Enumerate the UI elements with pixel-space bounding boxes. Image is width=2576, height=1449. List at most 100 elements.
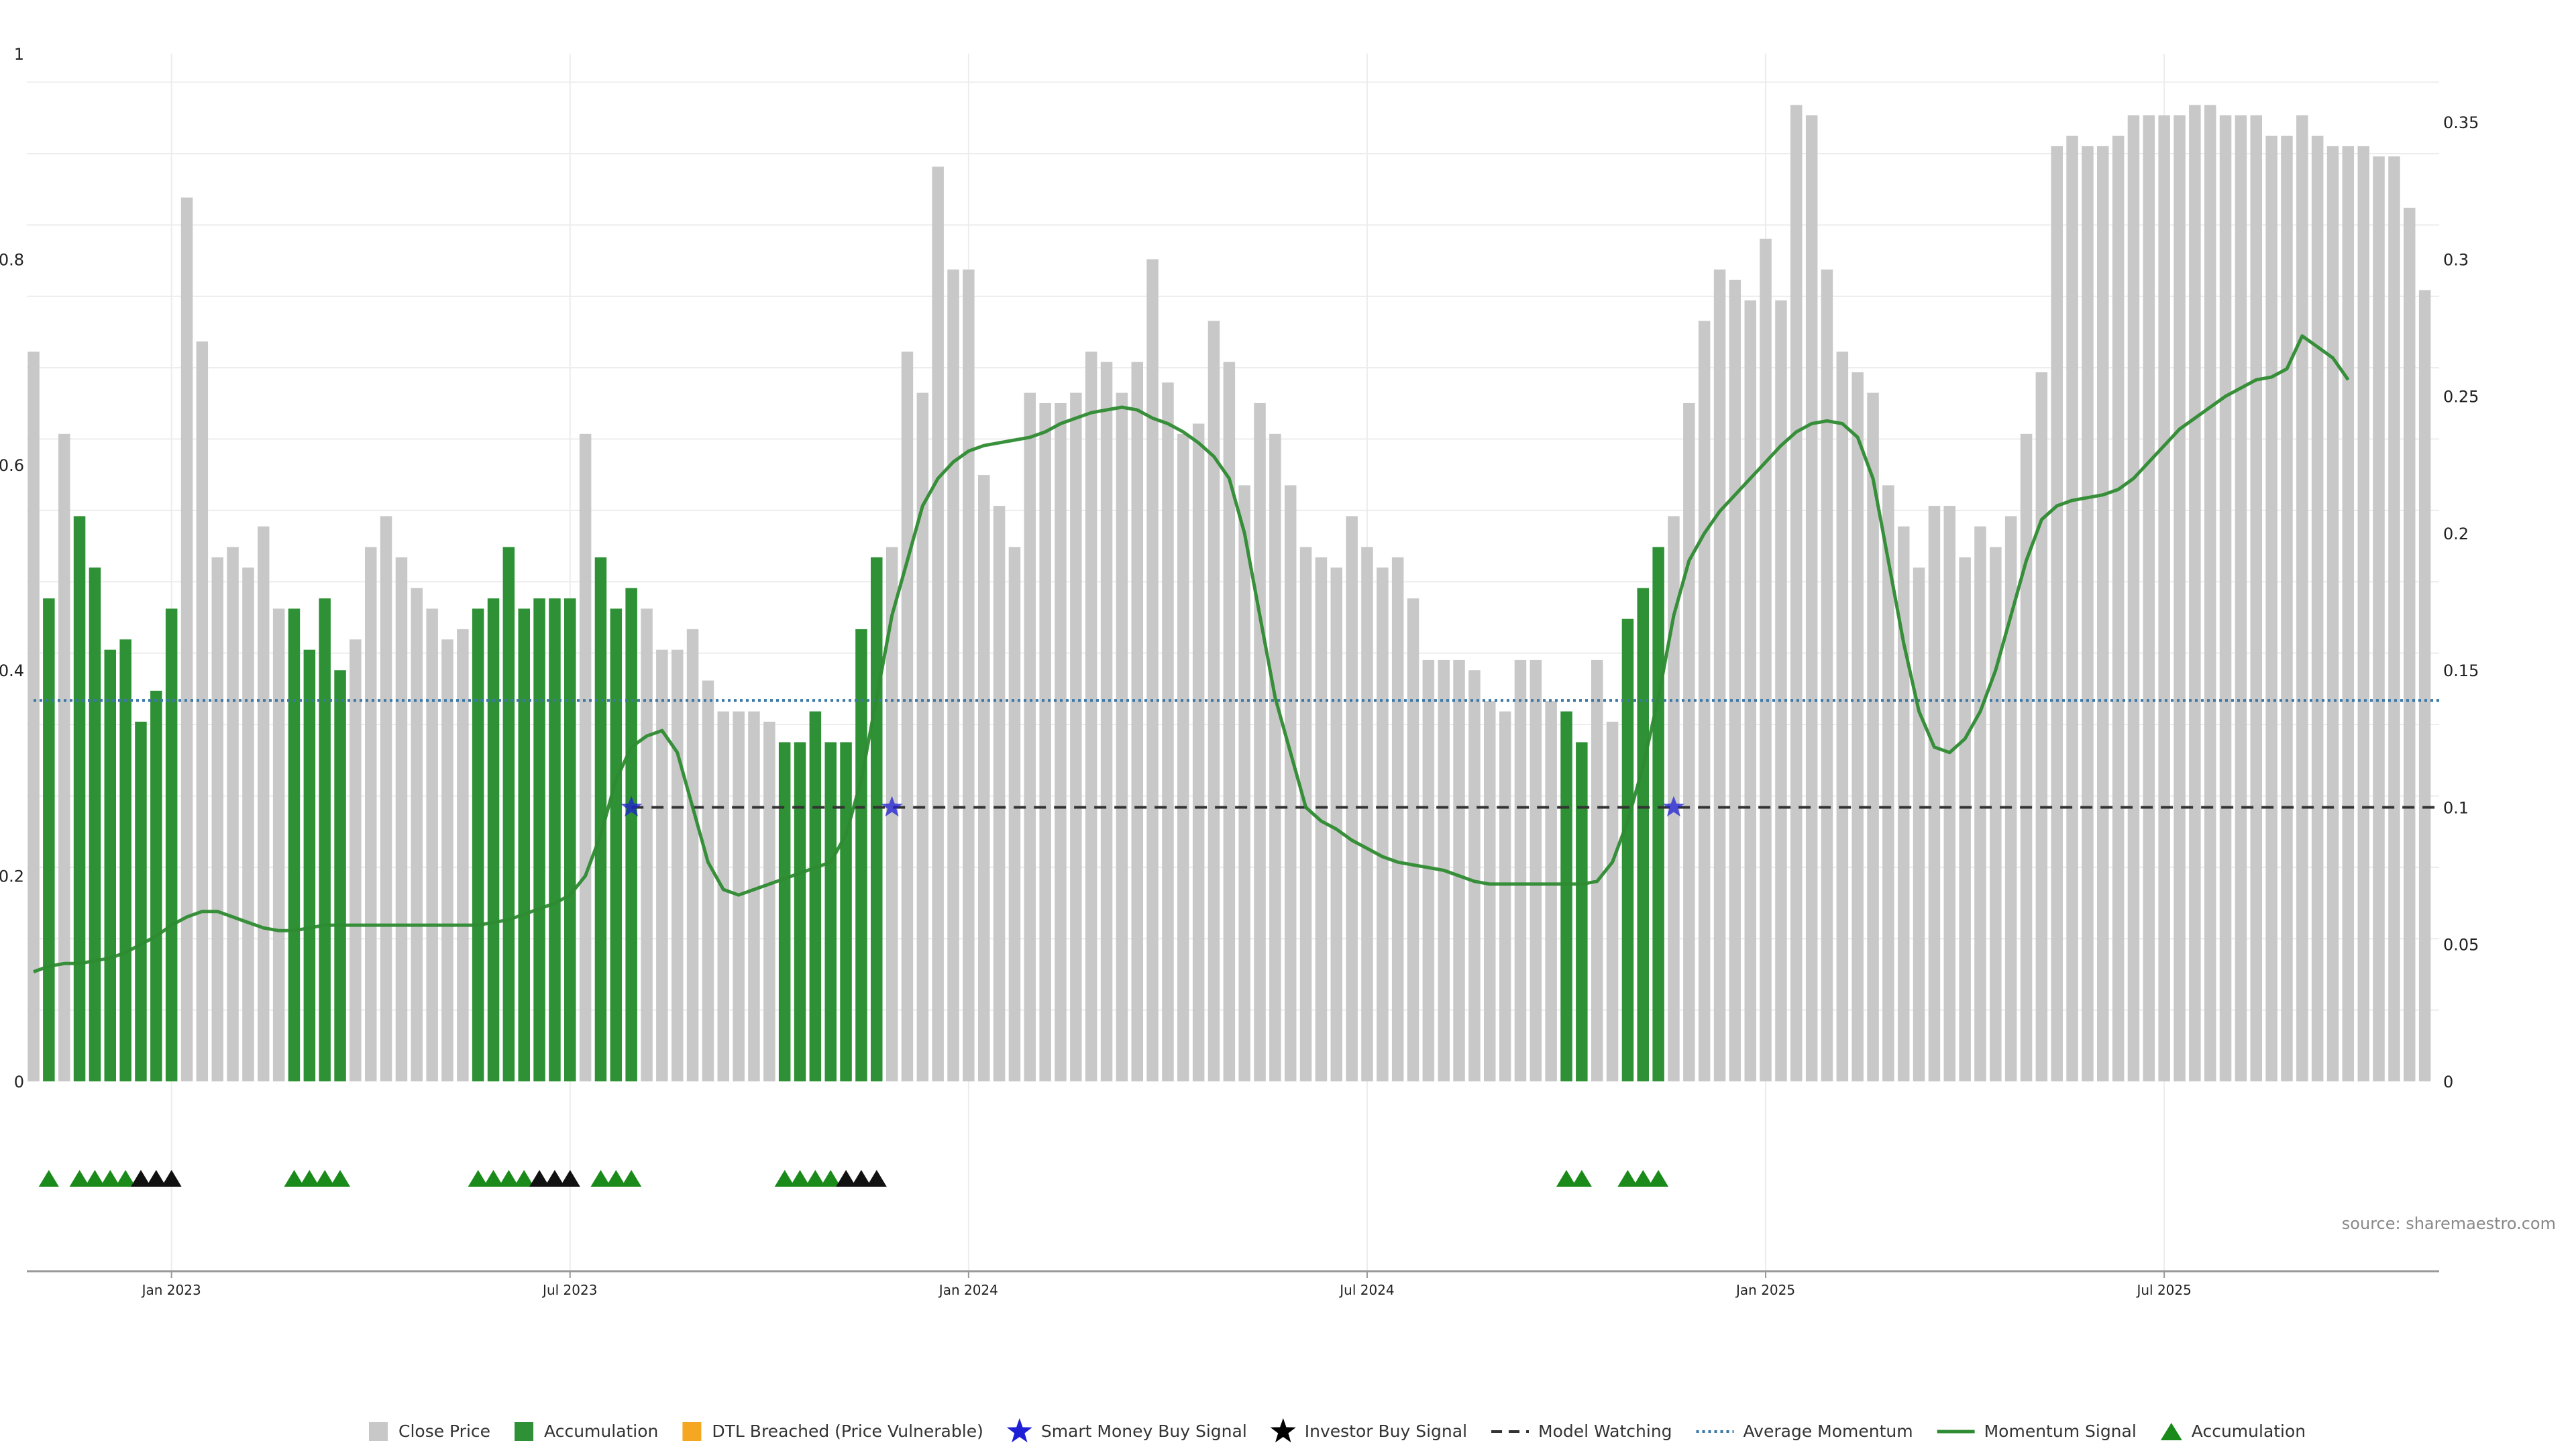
close-price-bar xyxy=(1821,269,1833,1082)
close-price-bar xyxy=(365,547,377,1081)
accumulation-bar xyxy=(594,557,607,1081)
x-axis-tick-label: Jan 2025 xyxy=(1735,1282,1795,1298)
close-price-bar xyxy=(2265,136,2277,1082)
close-price-bar xyxy=(1484,701,1496,1081)
accumulation-bar xyxy=(778,742,791,1081)
close-price-bar xyxy=(1943,506,1955,1081)
close-price-bar xyxy=(1070,392,1082,1081)
close-price-bar xyxy=(2143,115,2155,1081)
accumulation-triangle xyxy=(100,1170,121,1187)
close-price-bar xyxy=(242,568,254,1081)
close-price-bar xyxy=(2404,207,2416,1081)
close-price-bar xyxy=(1330,568,1342,1081)
close-price-bar xyxy=(1116,392,1128,1081)
accumulation-bar xyxy=(1560,711,1572,1081)
close-price-bar xyxy=(1499,711,1511,1081)
close-price-bar xyxy=(1913,568,1925,1081)
accumulation-triangle xyxy=(498,1170,519,1187)
close-price-bar xyxy=(1100,362,1113,1081)
accumulation-bar xyxy=(1637,588,1649,1081)
close-price-bar xyxy=(2174,115,2186,1081)
accumulation-triangle xyxy=(468,1170,488,1187)
close-price-bar xyxy=(1805,115,1818,1081)
legend-label: Investor Buy Signal xyxy=(1305,1421,1467,1441)
accumulation-triangle xyxy=(820,1170,841,1187)
legend-label: Smart Money Buy Signal xyxy=(1041,1421,1247,1441)
legend-entry-accumulation: Accumulation xyxy=(515,1421,658,1441)
close-price-bar xyxy=(1990,547,2002,1081)
accumulation-triangle xyxy=(85,1170,105,1187)
left-axis-tick-label: 0.8 xyxy=(0,250,24,269)
close-price-bar xyxy=(1085,352,1097,1081)
investor-triangle xyxy=(866,1170,887,1187)
x-axis-tick-label: Jul 2023 xyxy=(541,1282,597,1298)
close-price-bar xyxy=(457,629,469,1081)
accumulation-bar xyxy=(472,608,484,1081)
close-price-bar xyxy=(1959,557,1971,1081)
close-price-bar xyxy=(1729,280,1741,1081)
close-price-bar xyxy=(2357,146,2369,1081)
close-price-bar xyxy=(2112,136,2125,1082)
investor-triangle xyxy=(146,1170,166,1187)
close-price-bar xyxy=(672,649,684,1081)
close-price-bar xyxy=(196,341,209,1081)
x-axis-tick-label: Jan 2024 xyxy=(938,1282,998,1298)
accumulation-bar xyxy=(73,516,86,1081)
close-price-bar xyxy=(2326,146,2339,1081)
close-price-bar xyxy=(1192,423,1205,1081)
close-price-bar xyxy=(1299,547,1312,1081)
accumulation-bar xyxy=(625,588,637,1081)
close-price-bar xyxy=(1177,433,1189,1081)
close-price-bar xyxy=(2082,146,2094,1081)
close-price-bar xyxy=(1867,392,1879,1081)
accumulation-bar xyxy=(303,649,316,1081)
close-price-bar xyxy=(258,526,270,1081)
close-price-bar xyxy=(932,166,944,1081)
close-price-bar xyxy=(641,608,653,1081)
legend-triangle-icon xyxy=(2160,1423,2182,1440)
markers xyxy=(621,796,1685,817)
investor-triangle xyxy=(851,1170,871,1187)
accumulation-triangle xyxy=(606,1170,627,1187)
accumulation-triangle xyxy=(774,1170,795,1187)
close-price-bar xyxy=(1514,659,1527,1081)
close-price-bar xyxy=(1131,362,1143,1081)
close-price-bar xyxy=(2418,290,2431,1081)
right-axis-tick-label: 0.25 xyxy=(2443,388,2479,407)
close-price-bar xyxy=(1377,568,1389,1081)
accumulation-bar xyxy=(824,742,837,1081)
accumulation-triangle xyxy=(315,1170,335,1187)
close-price-bar xyxy=(1744,300,1756,1082)
x-axis-tick-label: Jul 2024 xyxy=(1338,1282,1394,1298)
close-price-bar xyxy=(1407,598,1419,1081)
close-price-bar xyxy=(2127,115,2140,1081)
accumulation-bar xyxy=(487,598,500,1081)
close-price-bar xyxy=(2235,115,2247,1081)
close-price-bar xyxy=(901,352,914,1081)
close-price-bar xyxy=(2035,372,2048,1081)
close-price-bar xyxy=(1391,557,1404,1081)
close-price-bar xyxy=(2296,115,2308,1081)
legend-label: Momentum Signal xyxy=(1984,1421,2137,1441)
smart-money-buy-star xyxy=(1662,796,1685,817)
close-price-bar xyxy=(1790,105,1803,1082)
close-price-bar xyxy=(1361,547,1373,1081)
close-price-bar xyxy=(978,475,990,1081)
right-axis-tick-label: 0.05 xyxy=(2443,936,2479,955)
close-price-bar xyxy=(227,547,239,1081)
legend-label: DTL Breached (Price Vulnerable) xyxy=(712,1421,983,1441)
legend-label: Accumulation xyxy=(544,1421,658,1441)
legend-label: Accumulation xyxy=(2192,1421,2306,1441)
close-price-bar xyxy=(1039,402,1051,1081)
close-price-bar xyxy=(1285,485,1297,1081)
close-price-bar xyxy=(1223,362,1236,1081)
accumulation-bar xyxy=(871,557,883,1081)
close-price-bar xyxy=(1851,372,1864,1081)
legend-entry-watching: Model Watching xyxy=(1491,1421,1672,1441)
close-price-bar xyxy=(380,516,392,1081)
close-price-bar xyxy=(395,557,408,1081)
investor-triangle xyxy=(161,1170,182,1187)
accumulation-bar xyxy=(1576,742,1588,1081)
legend: Close Price Accumulation DTL Breached (Pri… xyxy=(369,1418,2306,1443)
close-price-bar xyxy=(2281,136,2293,1082)
